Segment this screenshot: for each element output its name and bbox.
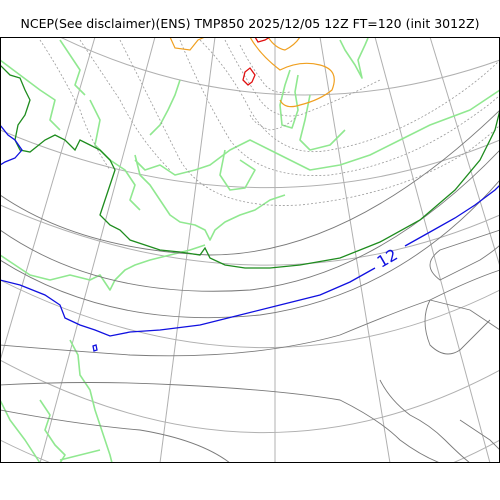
isotherm-blue-small — [92, 344, 98, 352]
isotherm — [0, 179, 500, 319]
isotherm-orange — [169, 37, 206, 51]
coastline — [59, 449, 101, 461]
latitude-line — [0, 359, 500, 433]
isotherm — [429, 229, 500, 281]
longitude-line — [39, 37, 156, 463]
coastline — [0, 244, 206, 291]
coastline — [279, 69, 299, 129]
isotherm-dashed — [179, 39, 500, 176]
latitude-line — [0, 129, 500, 189]
coastline — [134, 89, 500, 176]
isotherm-red — [254, 37, 271, 43]
coastline — [39, 399, 66, 463]
isotherms-red — [242, 37, 271, 86]
isotherm-orange — [249, 37, 335, 108]
isotherm — [429, 299, 500, 331]
coastline — [149, 79, 181, 136]
coastline — [69, 339, 113, 463]
coastline — [339, 37, 369, 79]
isotherm-orange — [267, 37, 301, 51]
isotherm — [0, 109, 500, 256]
map-frame: 12 — [0, 37, 500, 463]
isotherm-dashed — [79, 39, 171, 171]
isotherm — [424, 299, 491, 355]
isotherm — [0, 269, 500, 357]
latitude-line — [59, 37, 500, 96]
longitude-line — [374, 37, 491, 463]
isotherms-gray — [0, 109, 500, 463]
chart-title: NCEP(See disclaimer)(ENS) TMP850 2025/12… — [20, 16, 480, 31]
isotherm-green — [0, 64, 500, 269]
coastline — [134, 154, 286, 241]
isotherm-dashed — [239, 44, 291, 94]
isotherm-blue-main — [404, 184, 500, 247]
isotherms-orange — [169, 37, 335, 108]
isotherm — [459, 419, 500, 451]
longitude-line — [319, 37, 391, 463]
isotherm-green-main — [0, 64, 500, 269]
coastline — [59, 39, 86, 96]
isotherms-dashed — [39, 39, 500, 206]
isotherm-dashed — [119, 39, 500, 206]
weather-map: 12 — [0, 37, 500, 463]
latitude-line — [0, 204, 500, 266]
isotherm-dashed — [39, 39, 111, 171]
coastline — [299, 94, 346, 151]
coastlines — [0, 37, 500, 463]
longitude-line — [429, 37, 500, 267]
coastline — [89, 99, 141, 211]
coastline — [219, 149, 256, 191]
isotherm-blue — [0, 124, 500, 352]
isotherm-red — [242, 67, 256, 86]
isotherm — [0, 409, 231, 463]
isotherm-blue-main — [0, 267, 376, 337]
coastline — [0, 399, 41, 463]
isotherm — [379, 379, 471, 463]
isotherm — [0, 382, 440, 463]
latitude-line — [0, 279, 500, 348]
isotherm — [0, 149, 500, 292]
coastline — [0, 59, 61, 131]
isotherm-dashed — [249, 114, 296, 131]
isotherm-blue-west — [0, 124, 23, 166]
